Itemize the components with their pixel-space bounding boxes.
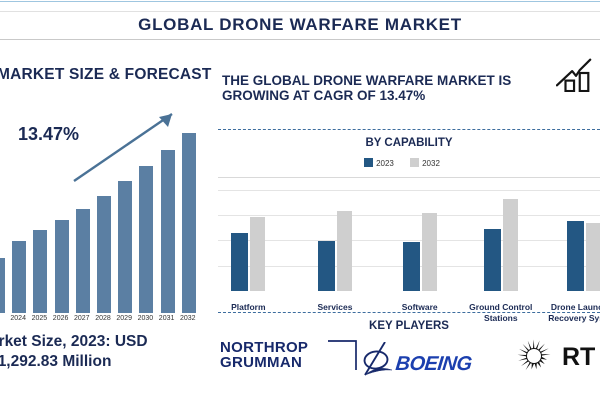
svg-text:RT: RT [562,343,595,371]
svg-text:BOEING: BOEING [395,353,473,375]
